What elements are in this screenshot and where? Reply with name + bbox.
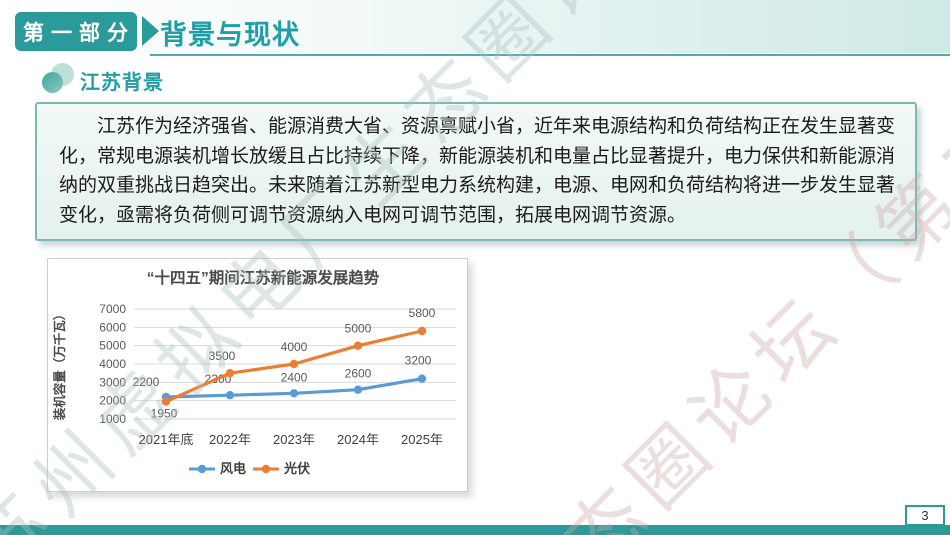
page-title: 背景与现状 [160,20,300,50]
page-number-badge: 3 [905,505,945,526]
body-paragraph: 江苏作为经济强省、能源消费大省、资源禀赋小省，近年来电源结构和负荷结构正在发生显… [59,116,896,226]
data-label: 2200 [133,375,160,389]
data-label: 5000 [345,322,372,336]
x-tick: 2023年 [273,432,315,447]
circle-dark [42,72,63,93]
光伏-point [289,359,299,369]
data-label: 3500 [209,349,236,363]
y-tick: 6000 [99,320,126,334]
chart-title: “十四五”期间江苏新能源发展趋势 [147,268,380,287]
legend-label: 风电 [220,461,246,476]
data-label: 2600 [345,367,372,381]
part-badge: 第一部分 [15,12,137,51]
y-tick: 7000 [99,302,126,316]
data-label: 4000 [281,340,308,354]
x-tick: 2025年 [401,432,443,447]
风电-point [353,385,363,394]
footer-bar [0,525,950,535]
y-tick: 4000 [99,357,126,371]
风电-point [289,389,299,398]
body-text-box: 江苏作为经济强省、能源消费大省、资源禀赋小省，近年来电源结构和负荷结构正在发生显… [35,102,917,241]
光伏-point [353,341,363,350]
data-label: 5800 [409,306,436,320]
x-tick: 2024年 [337,432,379,447]
y-tick: 1000 [99,412,126,426]
光伏-point [417,326,427,336]
光伏-point [225,368,235,378]
y-axis-label: 装机容量（万千瓦） [52,308,67,422]
data-label: 1950 [151,407,178,421]
chart-card: “十四五”期间江苏新能源发展趋势装机容量（万千瓦） 1000 2000 3000 400… [47,258,468,492]
circles-icon [42,63,74,93]
y-tick: 2000 [99,394,126,408]
section-title: 江苏背景 [80,72,164,94]
x-tick: 2021年底 [139,432,194,447]
风电-point [417,374,427,383]
风电-point [225,390,235,400]
legend-label: 光伏 [283,461,310,476]
x-tick: 2022年 [209,432,251,447]
y-tick: 3000 [99,375,126,389]
y-tick: 5000 [99,339,126,353]
badge-arrow-icon [142,16,159,46]
header-divider [150,54,950,56]
data-label: 3200 [405,354,432,368]
legend-marker-dot [197,464,207,474]
data-label: 2400 [281,370,308,384]
legend-marker-dot [261,464,271,474]
光伏-point [161,397,171,406]
